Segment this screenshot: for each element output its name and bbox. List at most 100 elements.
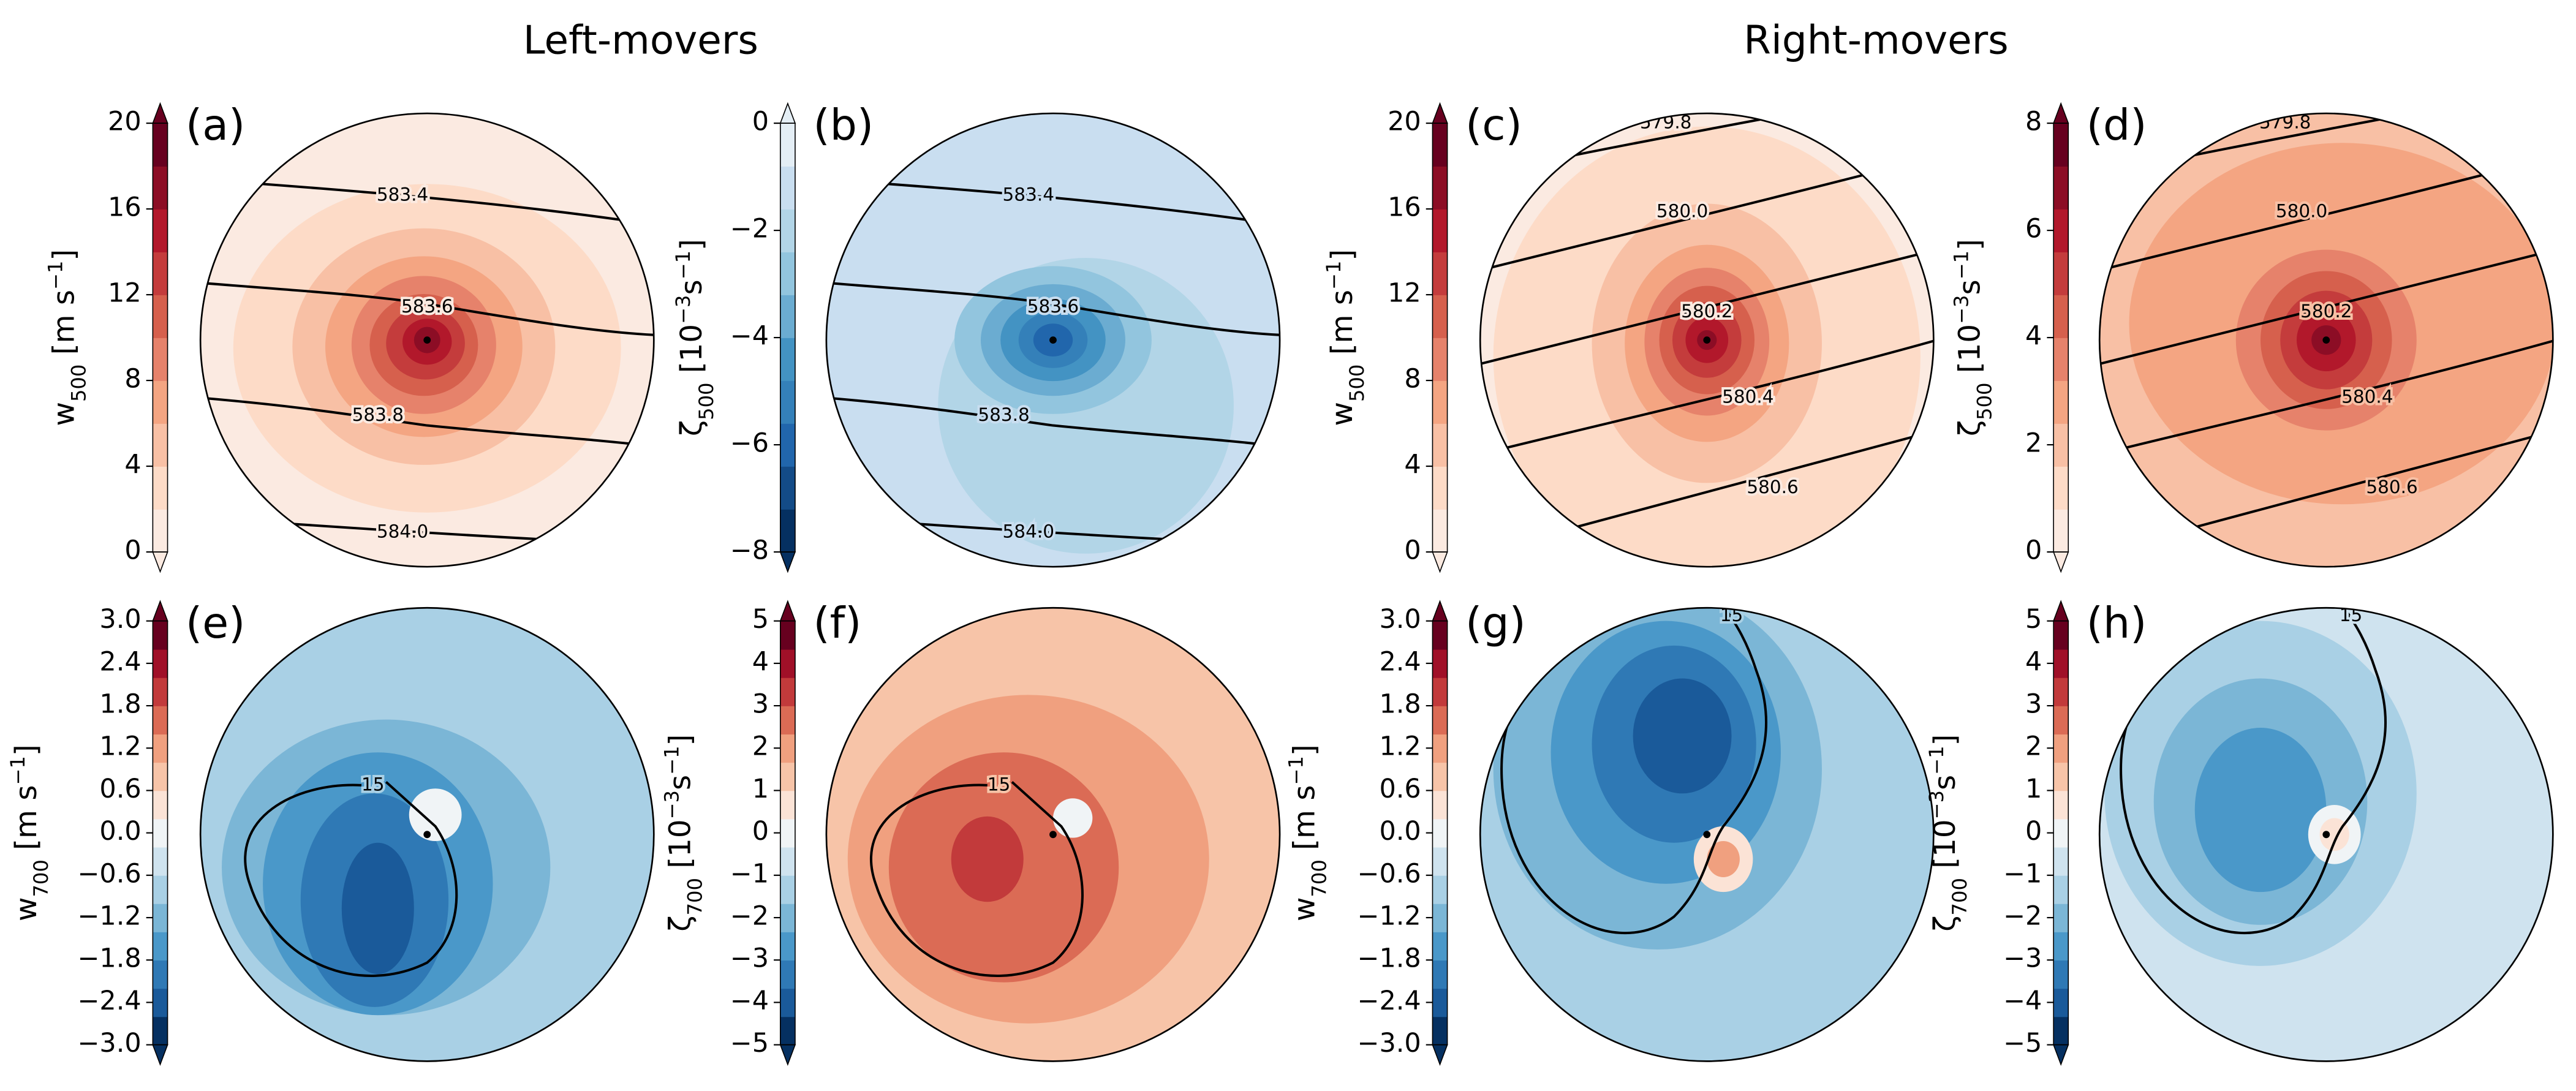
contour-label: 15 — [988, 774, 1011, 795]
colorbar-segment — [780, 903, 795, 932]
colorbar-label-part: ] — [1928, 734, 1962, 746]
colorbar-tick-label: 1.8 — [99, 689, 141, 720]
colorbar-tick-label: 2 — [2025, 428, 2042, 459]
colorbar-segment — [1432, 338, 1448, 381]
colorbar-extend — [1432, 102, 1448, 124]
colorbar-segment — [2053, 790, 2069, 820]
colorbar-tick-label: −1.8 — [1358, 943, 1421, 974]
colorbar-label-part: −1 — [1322, 261, 1345, 290]
colorbar-label-part: −1 — [1949, 251, 1973, 279]
colorbar-label: w500 [m s−1] — [1322, 249, 1369, 426]
colorbar-label-part: ] — [674, 239, 709, 251]
colorbar-segment — [153, 875, 168, 904]
colorbar-segment — [2053, 466, 2069, 510]
colorbar-tick-label: 16 — [108, 192, 142, 223]
colorbar-extend — [2052, 600, 2069, 622]
colorbar-label-part: [10 — [674, 324, 709, 383]
colorbar-frame — [1432, 123, 1448, 553]
colorbar-tick-label: −1 — [2003, 858, 2042, 889]
colorbar-label-part: [m s — [9, 785, 43, 859]
colorbar-segment — [1432, 818, 1448, 848]
colorbar-segment — [2053, 380, 2069, 424]
colorbar-segment — [780, 706, 795, 734]
colorbar-segment — [153, 466, 168, 510]
colorbar-segment — [2053, 734, 2069, 763]
colorbar-tick-label: 0 — [124, 535, 141, 566]
colorbar-segment — [1432, 677, 1448, 706]
field-contour — [1052, 798, 1093, 838]
colorbar-label-part: −1 — [44, 261, 67, 290]
colorbar-label-part: s — [1928, 775, 1962, 790]
colorbar-tick-label: 5 — [752, 604, 769, 635]
colorbar-segment — [780, 649, 795, 678]
panel: 15 — [199, 606, 655, 1062]
colorbar-label-part: 500 — [695, 382, 718, 420]
colorbar-label-part: w — [1325, 402, 1359, 426]
colorbar-tick-label: −0.6 — [1358, 858, 1421, 889]
panel-label: (b) — [813, 100, 874, 150]
contour-line — [244, 780, 458, 977]
colorbar-tick-label: 4 — [752, 646, 769, 677]
contour-label: 583.8 — [352, 404, 404, 425]
colorbar-segment — [2053, 903, 2069, 932]
colorbar-tick-label: −3 — [730, 943, 769, 974]
colorbar-segment — [1432, 762, 1448, 791]
colorbar-extend — [152, 600, 168, 622]
center-dot — [423, 831, 431, 839]
colorbar-tick-label: 3.0 — [99, 604, 141, 635]
colorbar-tick-label: 2.4 — [1379, 646, 1421, 677]
colorbar-segment — [153, 166, 168, 210]
colorbar-segment — [1432, 252, 1448, 295]
panel-label: (h) — [2087, 598, 2147, 648]
colorbar-extend — [152, 1044, 168, 1066]
contour-line — [870, 780, 1084, 977]
panel-border — [199, 606, 655, 1062]
colorbar-label-part: −3 — [1925, 790, 1948, 819]
colorbar-label: ζ700 [10−3s−1] — [660, 734, 706, 932]
colorbar-tick-label: 8 — [124, 364, 141, 394]
colorbar-tick-label: −3.0 — [77, 1028, 141, 1059]
colorbar-segment — [780, 466, 795, 510]
colorbar-segment — [1432, 790, 1448, 820]
colorbar-segment — [1432, 621, 1448, 650]
colorbar-segment — [153, 509, 168, 553]
colorbar-label-part: ζ — [663, 915, 697, 931]
colorbar-segment — [153, 123, 168, 167]
colorbar-label-part: s — [663, 775, 697, 790]
figure-content: Left-movers Right-movers 583.4 583.6 583.8… — [6, 17, 2554, 1066]
colorbar-tick-label: −1.2 — [77, 900, 141, 931]
contour-label: 583.6 — [1027, 296, 1079, 317]
panel-label: (d) — [2087, 100, 2147, 150]
colorbar-segment — [780, 166, 795, 210]
colorbar-label-part: −3 — [660, 790, 683, 819]
colorbar-tick-label: −2 — [730, 214, 769, 244]
colorbar-segment — [1432, 734, 1448, 763]
colorbar-tick-label: 20 — [108, 107, 142, 137]
colorbar-extend — [779, 551, 796, 573]
colorbar-extend — [779, 102, 796, 124]
contour-label: 580.0 — [1656, 200, 1708, 221]
colorbar-extend — [1432, 1044, 1448, 1066]
colorbar-tick-label: 2.4 — [99, 646, 141, 677]
panel-label: (a) — [186, 100, 245, 150]
contour-label: 580.6 — [1747, 477, 1798, 497]
colorbar-tick-label: −8 — [730, 535, 769, 566]
colorbar-tick-label: −4 — [730, 986, 769, 1016]
colorbar-extend — [2052, 1044, 2069, 1066]
colorbar-label-part: 500 — [1973, 382, 1996, 420]
center-dot — [2322, 336, 2330, 344]
colorbar-tick-label: 0.0 — [99, 816, 141, 847]
center-dot — [1049, 831, 1057, 839]
colorbar-label-part: [m s — [1325, 290, 1359, 364]
colorbar-segment — [2053, 762, 2069, 791]
colorbar-segment — [2053, 988, 2069, 1017]
center-dot — [1049, 336, 1057, 344]
colorbar-tick-label: 0.0 — [1379, 816, 1421, 847]
colorbar-segment — [2053, 649, 2069, 678]
colorbar-tick-label: −1.8 — [77, 943, 141, 974]
panel-border — [1479, 112, 1935, 568]
colorbar-segment — [780, 762, 795, 791]
colorbar-tick-label: 1.8 — [1379, 689, 1421, 720]
colorbar-segment — [780, 818, 795, 848]
